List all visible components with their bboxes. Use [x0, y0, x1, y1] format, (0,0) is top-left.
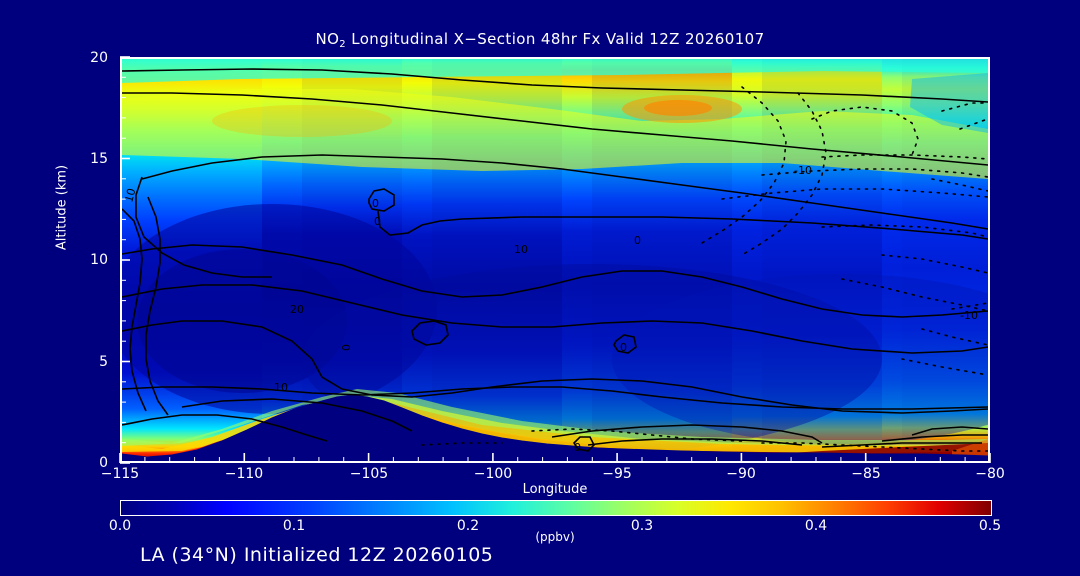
- colorbar-tick-label: 0.5: [978, 518, 1002, 534]
- colorbar[interactable]: [120, 500, 992, 516]
- x-tick-label: −85: [851, 466, 881, 482]
- figure-caption: LA (34°N) Initialized 12Z 20260105: [140, 544, 494, 566]
- y-tick-label: 5: [99, 354, 108, 370]
- chart-title: NO2 Longitudinal X−Section 48hr Fx Valid…: [0, 30, 1080, 50]
- contour-label: 0: [372, 197, 379, 210]
- terrain-mask: [122, 394, 988, 461]
- contour-label: 0: [634, 234, 641, 247]
- colorbar-tick-label: 0.0: [108, 518, 132, 534]
- colorbar-tick-label: 0.4: [804, 518, 828, 534]
- contour-label: 10: [514, 243, 528, 256]
- contour-lines-negative: [421, 86, 988, 452]
- contour-label: -10: [960, 309, 978, 322]
- contour-label: 0: [340, 344, 353, 351]
- contour-label: 10: [122, 187, 138, 204]
- colorbar-tick-label: 0.2: [456, 518, 480, 534]
- y-tick-label: 10: [90, 252, 108, 268]
- contour-label-group: 10 0 0 10 0 -10 -10 20 0 10 0 0: [122, 164, 978, 454]
- chart-title-subscript: 2: [339, 39, 347, 50]
- x-tick-label: −95: [602, 466, 632, 482]
- x-tick-label: −105: [349, 466, 389, 482]
- x-tick-label: −110: [224, 466, 264, 482]
- cross-section-field: 10 0 0 10 0 -10 -10 20 0 10 0 0: [122, 59, 988, 461]
- chart-title-prefix: NO: [315, 30, 340, 48]
- x-axis-label: Longitude: [522, 482, 588, 497]
- x-tick-label: −80: [975, 466, 1005, 482]
- contour-label: 10: [274, 381, 288, 394]
- y-tick-label: 0: [99, 455, 108, 471]
- y-tick-label: 15: [90, 151, 108, 167]
- plot-area[interactable]: 10 0 0 10 0 -10 -10 20 0 10 0 0: [120, 57, 990, 463]
- x-tick-label: −90: [726, 466, 756, 482]
- contour-label: -10: [794, 164, 812, 177]
- x-tick-label: −100: [473, 466, 513, 482]
- colorbar-tick-label: 0.1: [282, 518, 306, 534]
- contour-label: 0: [620, 341, 627, 354]
- contour-label: 20: [290, 303, 304, 316]
- y-tick-label: 20: [90, 50, 108, 66]
- contour-label: 0: [374, 215, 381, 228]
- chart-title-suffix: Longitudinal X−Section 48hr Fx Valid 12Z…: [346, 30, 765, 48]
- contourf-field: [122, 59, 988, 461]
- colorbar-gradient: [121, 501, 991, 515]
- contour-lines-positive: [122, 68, 988, 452]
- contour-label: 0: [574, 441, 581, 454]
- colorbar-tick-label: 0.3: [630, 518, 654, 534]
- x-tick-label: −115: [100, 466, 140, 482]
- colorbar-unit-label: (ppbv): [535, 530, 575, 544]
